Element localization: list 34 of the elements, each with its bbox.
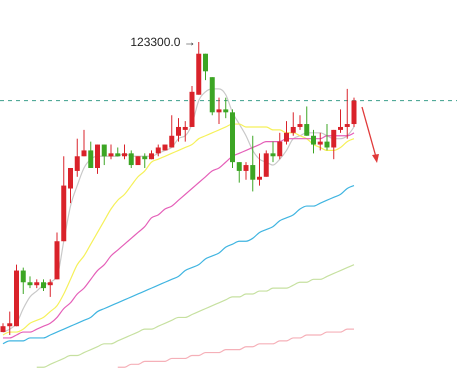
candlestick [304, 106, 310, 136]
candlestick [74, 138, 80, 178]
candlestick [352, 97, 356, 128]
candlestick [344, 88, 350, 140]
candlestick [338, 108, 343, 134]
candlestick [203, 53, 208, 81]
candlestick [82, 129, 86, 157]
candlestick [102, 144, 107, 166]
annotation: 123300.0 → [130, 35, 196, 49]
candlestick [324, 124, 330, 151]
candlestick [128, 150, 134, 168]
candlestick [122, 144, 127, 160]
candlestick [20, 267, 26, 294]
candlestick [277, 132, 282, 160]
candlestick [311, 129, 316, 154]
candlestick [270, 141, 276, 163]
candlestick [41, 278, 46, 292]
candlestick [318, 132, 323, 151]
candlestick [290, 112, 296, 136]
candlestick [88, 141, 94, 168]
candlestick [284, 120, 289, 146]
candlestick [236, 162, 242, 184]
candlestick [95, 144, 100, 174]
candlestick [264, 150, 269, 178]
candlestick [169, 114, 174, 148]
candlestick [216, 97, 222, 125]
candlestick [250, 135, 256, 192]
candlestick [223, 97, 228, 119]
candlestick [108, 144, 114, 160]
candlestick [331, 129, 336, 160]
candlestick [176, 118, 181, 142]
candlestick [244, 162, 248, 180]
candlestick [182, 120, 188, 142]
candlestick [298, 114, 302, 130]
